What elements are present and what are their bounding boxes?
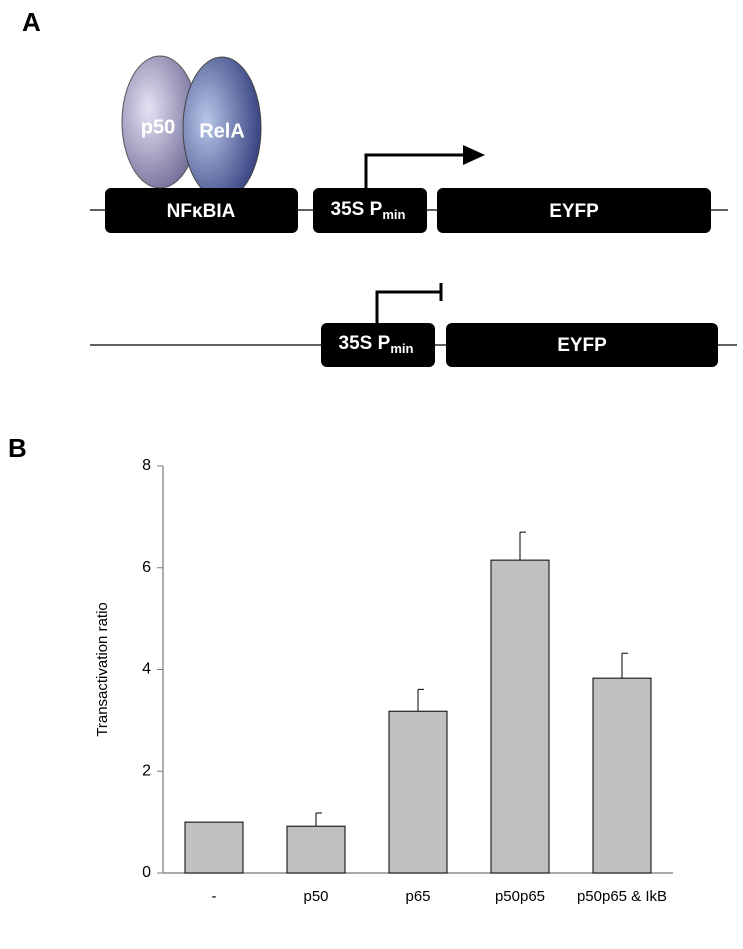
arrow-head (463, 145, 485, 165)
element-box (446, 323, 718, 367)
protein-label: RelA (199, 120, 245, 142)
protein-label: p50 (141, 116, 175, 138)
bar (490, 559, 550, 874)
label-sub: min (390, 341, 413, 356)
element-box (105, 188, 298, 233)
panel-label: A (22, 7, 41, 37)
y-axis-label: Transactivation ratio (94, 602, 111, 737)
x-tick-label: p50 (303, 888, 329, 905)
bar (286, 825, 346, 874)
element-label: EYFP (557, 335, 607, 356)
bar (592, 677, 652, 874)
x-tick-label: p50p65 & IkB (576, 888, 668, 905)
bar (388, 710, 448, 874)
element-box (437, 188, 711, 233)
element-label: NFκBIA (167, 201, 236, 222)
element-label: 35S Pmin (331, 199, 406, 222)
y-tick-label: 8 (142, 457, 151, 474)
blocked-tss (375, 290, 441, 323)
element-box (313, 188, 427, 233)
tss-arrow (364, 153, 465, 188)
y-tick-label: 4 (142, 661, 151, 678)
y-tick-label: 2 (142, 762, 151, 779)
x-tick-label: p65 (405, 888, 431, 905)
bar (184, 821, 244, 874)
panel-label: B (8, 433, 27, 463)
y-tick-label: 6 (142, 559, 151, 576)
element-box (321, 323, 435, 367)
x-tick-label: p50p65 (494, 888, 546, 905)
element-label: 35S Pmin (339, 333, 414, 356)
label-sub: min (382, 207, 405, 222)
label-main: 35S P (331, 199, 383, 220)
label-main: 35S P (339, 333, 391, 354)
x-tick-label: - (211, 888, 217, 905)
y-tick-label: 0 (142, 864, 151, 881)
element-label: EYFP (549, 201, 599, 222)
